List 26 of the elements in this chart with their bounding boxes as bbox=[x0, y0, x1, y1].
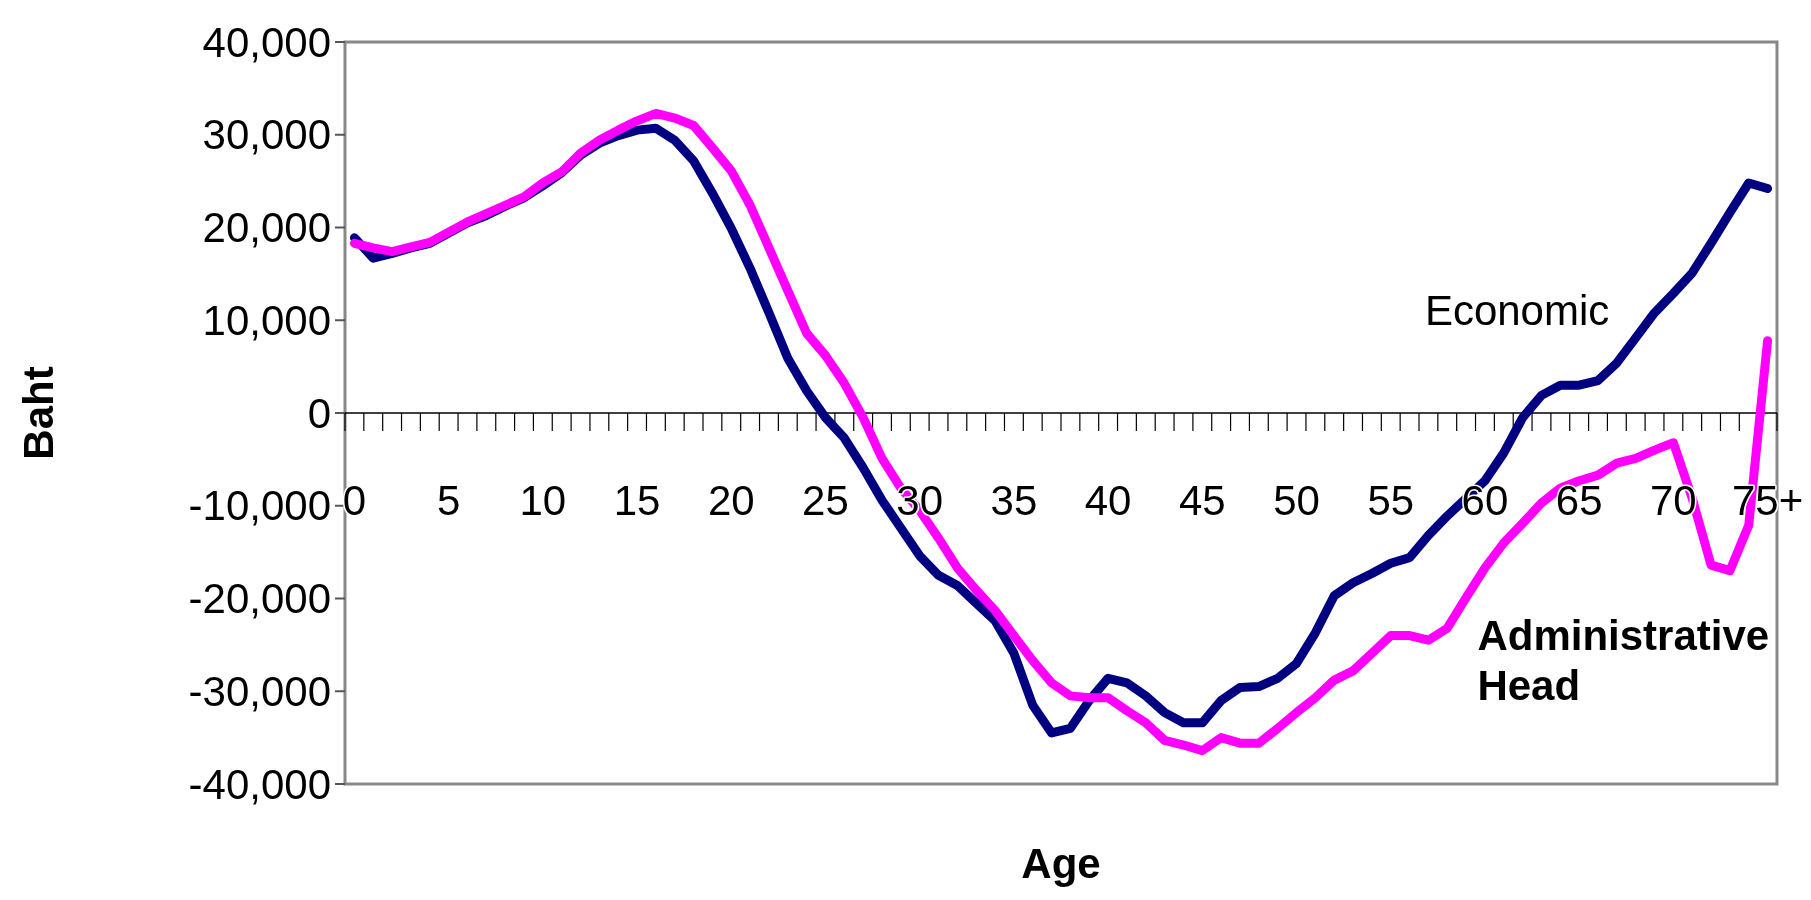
x-tick-label: 15 bbox=[613, 477, 661, 524]
x-tick-label: 65 bbox=[1555, 477, 1603, 524]
y-tick-label: -10,000 bbox=[188, 482, 331, 530]
y-tick-label: 10,000 bbox=[202, 296, 331, 344]
x-tick-label: 40 bbox=[1084, 477, 1132, 524]
y-tick-label: 0 bbox=[307, 389, 331, 437]
y-tick-label: -30,000 bbox=[188, 667, 331, 715]
x-axis-title: Age bbox=[1021, 840, 1101, 887]
x-tick-label: 45 bbox=[1178, 477, 1226, 524]
x-tick-label: 35 bbox=[990, 477, 1038, 524]
x-tick-label: 5 bbox=[436, 477, 461, 524]
y-tick-label: -40,000 bbox=[188, 760, 331, 808]
x-tick-label: 50 bbox=[1273, 477, 1320, 524]
series-label: Economic bbox=[1424, 286, 1610, 334]
x-tick-label: 10 bbox=[519, 477, 567, 524]
y-axis-title: Baht bbox=[15, 366, 62, 460]
x-tick-label: 20 bbox=[707, 477, 755, 524]
series-label: Administrative Head bbox=[1477, 611, 1770, 709]
x-tick-label: 25 bbox=[802, 477, 849, 524]
x-tick-label: 0 bbox=[342, 477, 367, 524]
y-tick-label: 30,000 bbox=[202, 111, 331, 159]
y-tick-label: -20,000 bbox=[188, 575, 331, 623]
y-tick-label: 40,000 bbox=[202, 18, 331, 66]
x-tick-label: 60 bbox=[1461, 477, 1509, 524]
y-tick-label: 20,000 bbox=[202, 204, 331, 252]
x-tick-label: 55 bbox=[1367, 477, 1415, 524]
